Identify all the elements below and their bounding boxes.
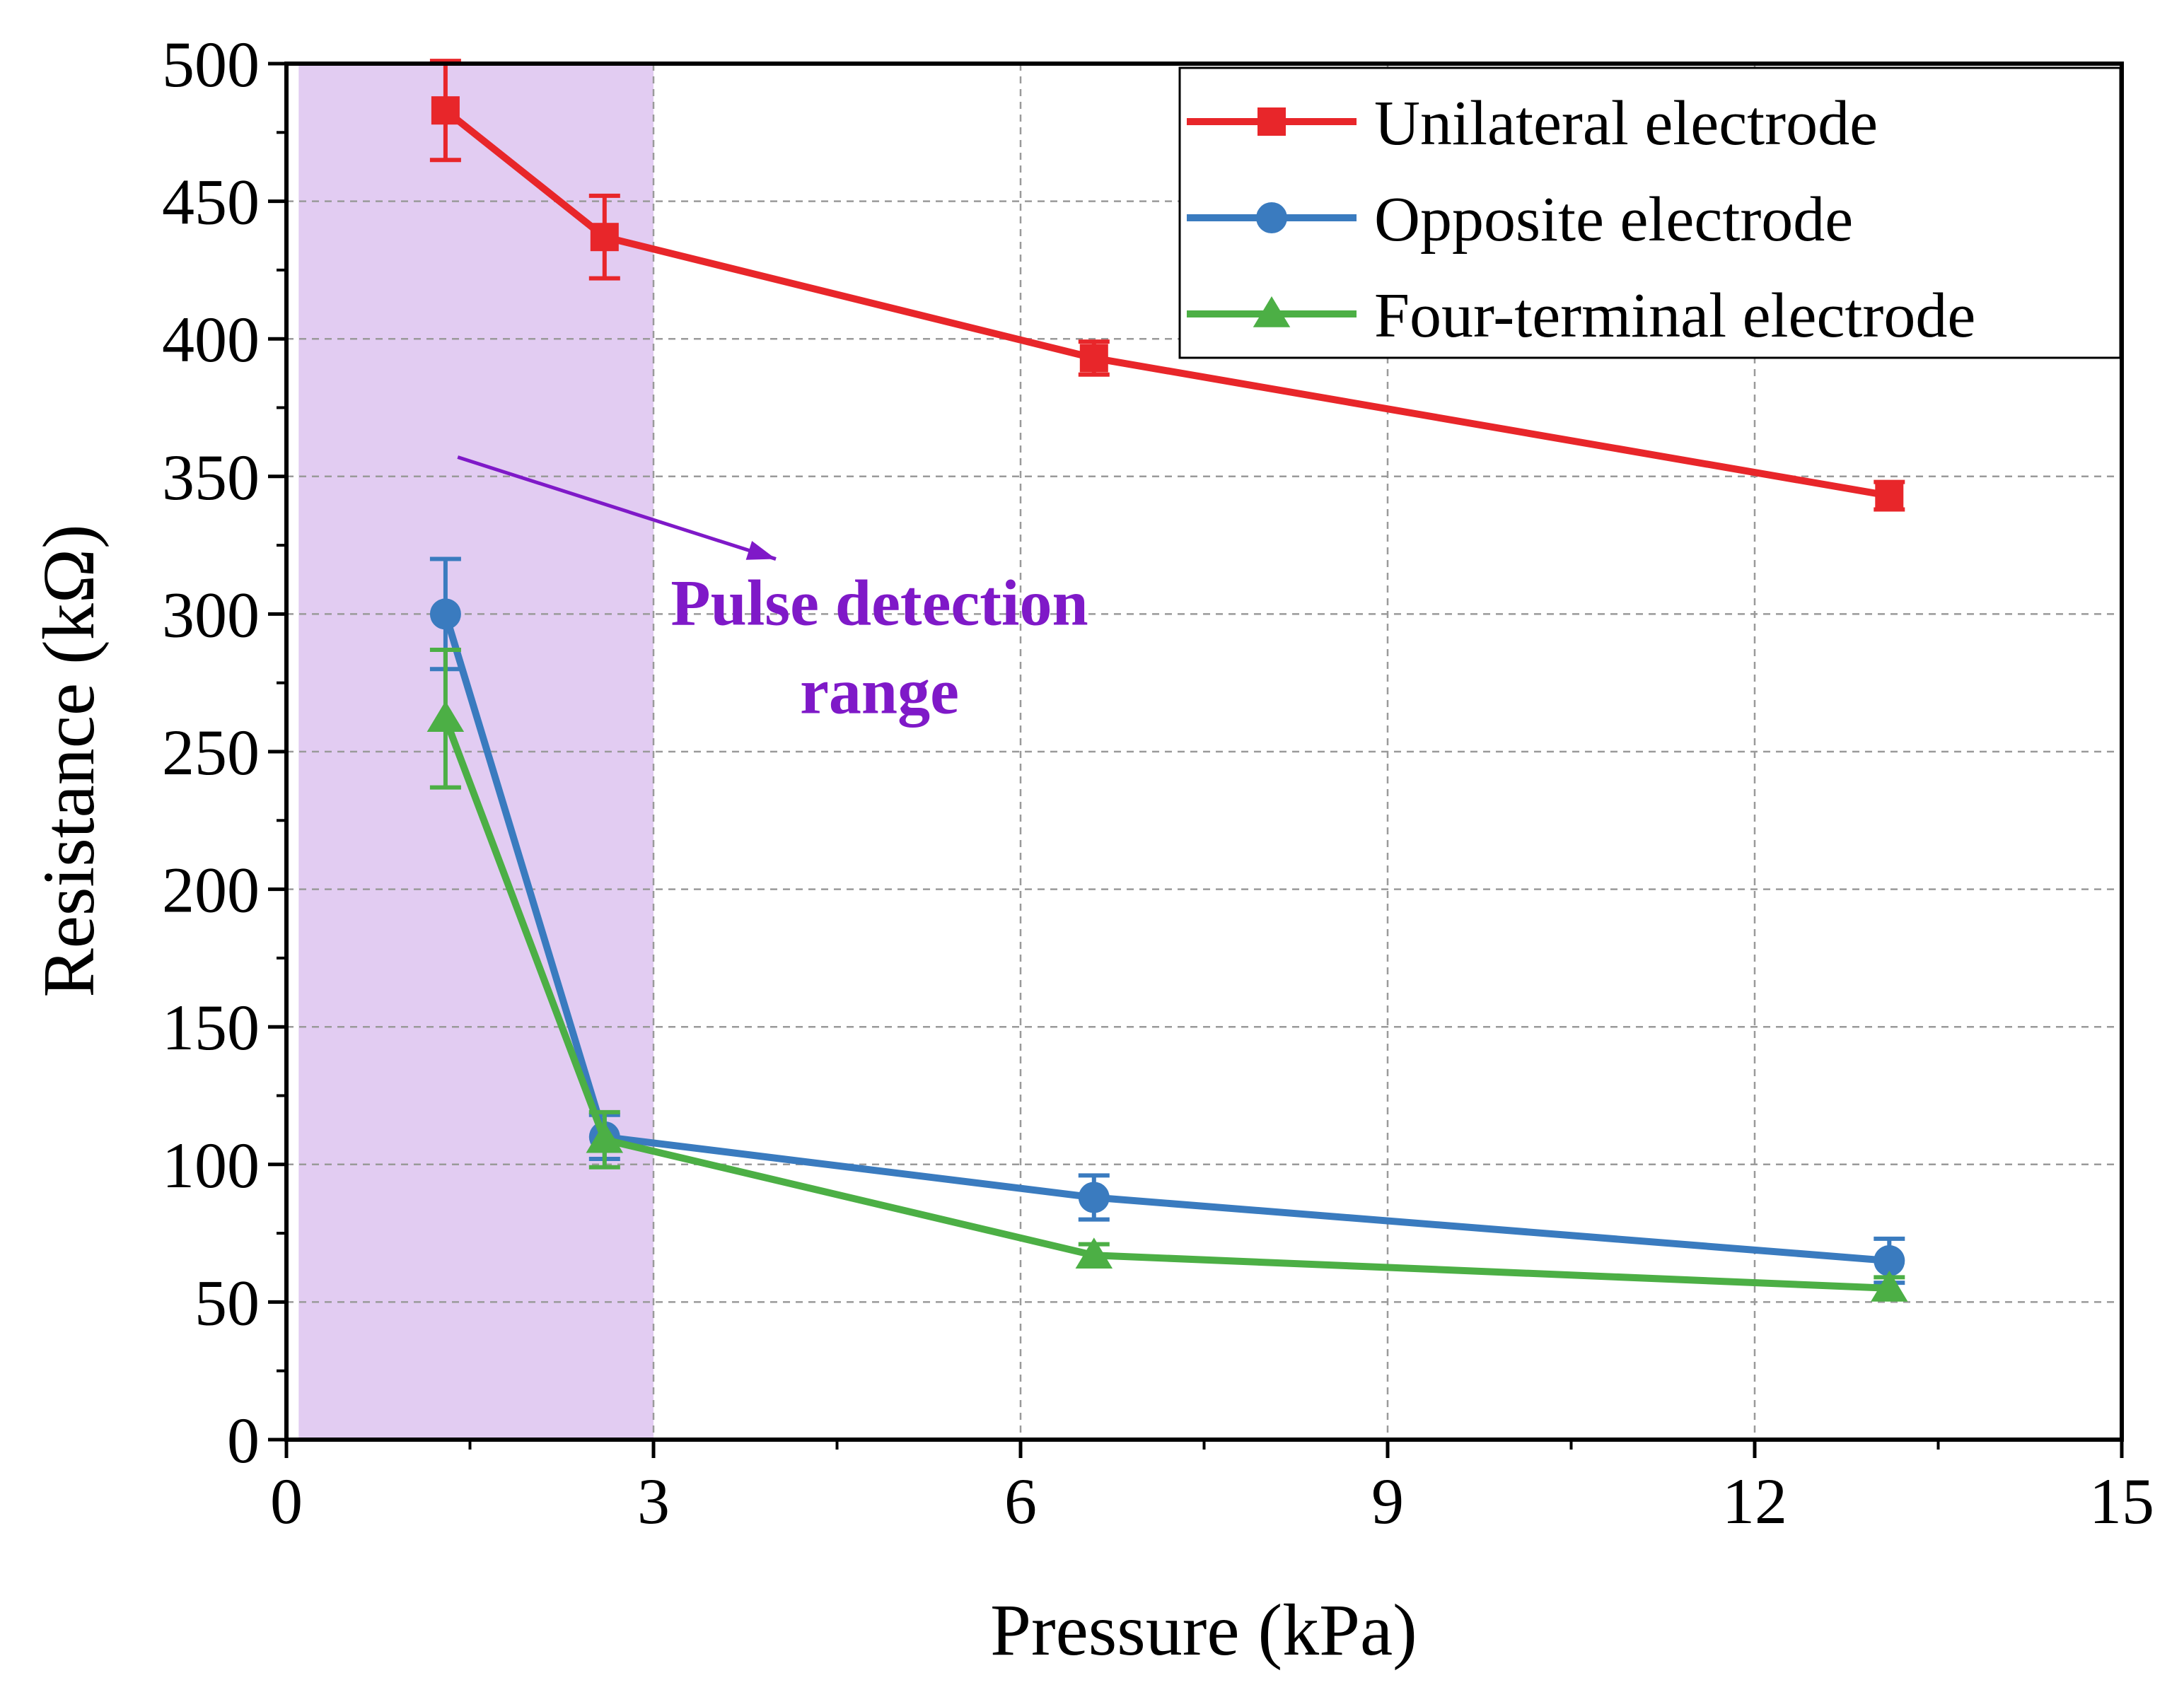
legend-label: Four-terminal electrode [1374,281,1975,351]
data-point [426,701,465,733]
data-point [1874,1245,1905,1277]
y-tick-label: 50 [194,1266,260,1339]
legend-label: Unilateral electrode [1374,88,1878,158]
y-tick-label: 500 [162,28,260,100]
y-tick-label: 100 [162,1129,260,1201]
series-line-0 [443,107,1890,499]
data-point [431,96,460,125]
x-tick-label: 9 [1371,1465,1404,1537]
data-point [1075,1237,1113,1269]
x-tick-label: 6 [1004,1465,1037,1537]
y-axis-title: Resistance (kΩ) [28,524,110,997]
data-point [590,223,619,252]
legend-label: Opposite electrode [1374,185,1853,255]
annotation-text-line: Pulse detection [670,566,1088,639]
legend-marker [1256,202,1287,233]
x-axis-title: Pressure (kPa) [990,1590,1417,1671]
y-tick-label: 0 [227,1404,260,1476]
x-tick-label: 12 [1722,1465,1787,1537]
data-point [586,1121,624,1153]
annotation-text-line: range [800,655,959,727]
y-tick-label: 250 [162,716,260,788]
legend-box [1178,66,2122,359]
y-tick-label: 450 [162,166,260,238]
data-point [1079,344,1108,373]
legend-marker [1253,296,1291,327]
data-point [1871,1270,1908,1302]
series-line-2 [442,717,1890,1292]
series-line-1 [442,612,1890,1265]
data-point [1078,1182,1110,1213]
y-tick-label: 300 [162,578,260,651]
x-tick-label: 3 [637,1465,670,1537]
y-tick-label: 200 [162,854,260,926]
annotation-arrow-head [745,541,776,560]
legend-marker [1257,107,1286,136]
data-point [1875,482,1904,511]
x-tick-label: 0 [270,1465,303,1537]
y-tick-label: 350 [162,441,260,513]
x-tick-label: 15 [2089,1465,2154,1537]
annotation-arrow-line [457,455,777,561]
data-point [429,598,461,630]
y-tick-label: 400 [162,303,260,375]
y-tick-label: 150 [162,991,260,1063]
